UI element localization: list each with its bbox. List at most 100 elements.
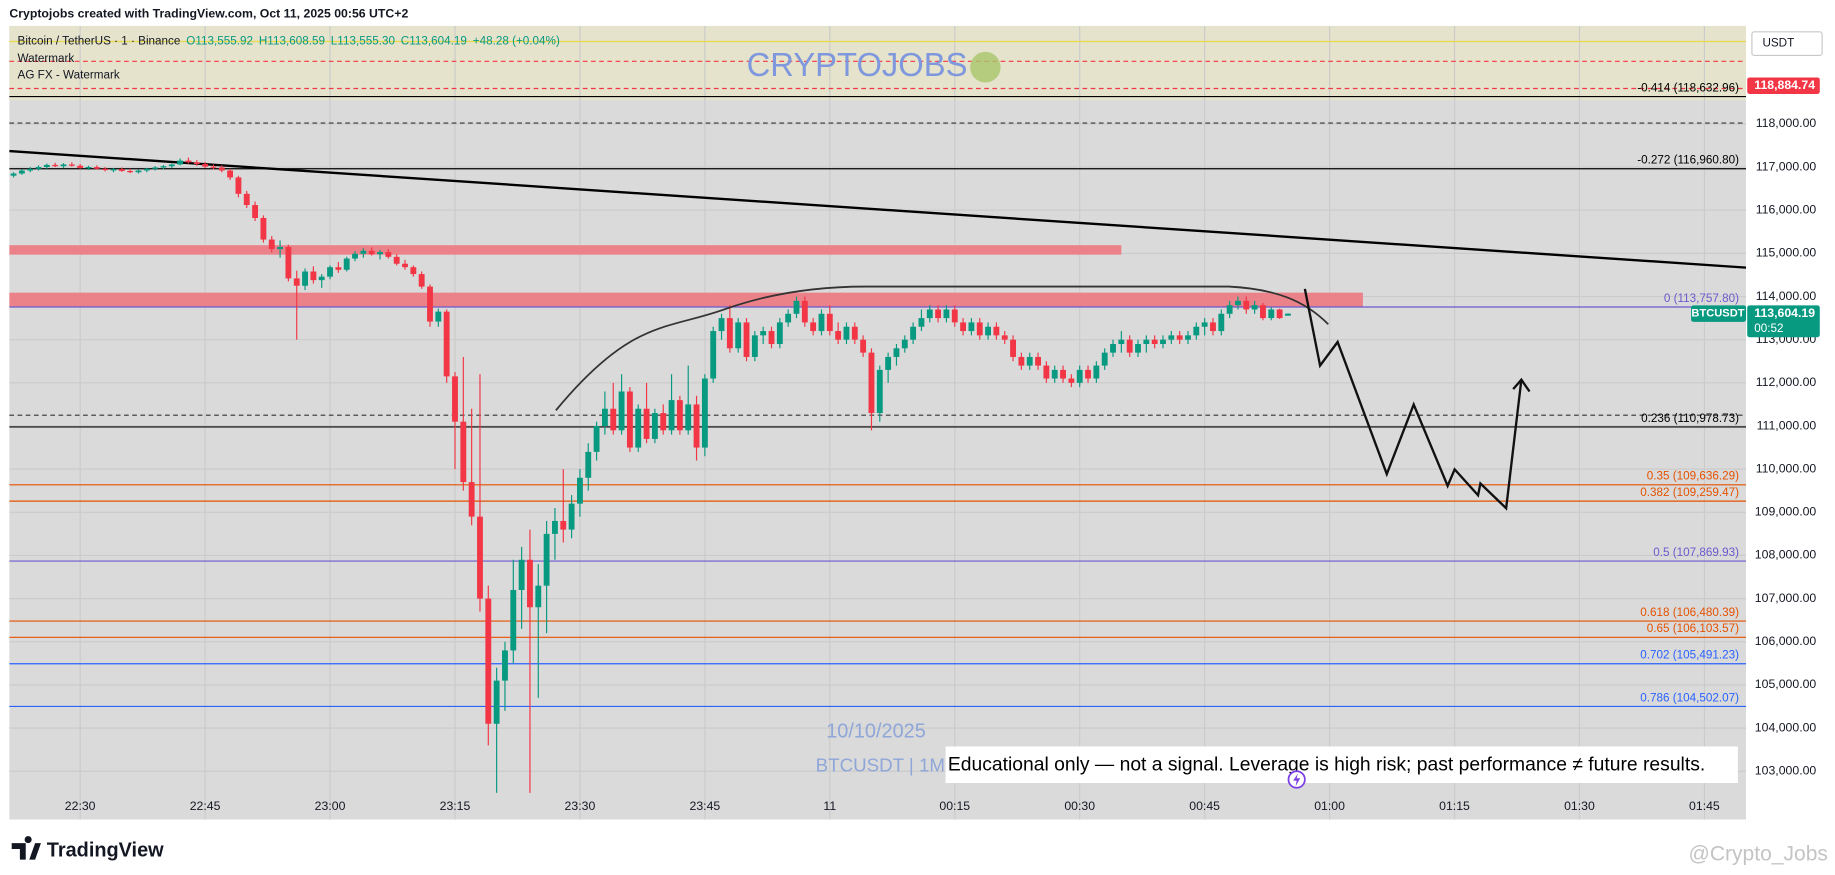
legend-item: L113,555.30	[331, 34, 396, 47]
footer-handle: @Crypto_Jobs	[1688, 842, 1828, 865]
candle-body	[302, 271, 308, 286]
y-tick-label: 107,000.00	[1755, 591, 1817, 605]
legend-indicator: AG FX - Watermark	[18, 69, 120, 82]
candle-body	[360, 250, 367, 254]
candle-body	[735, 322, 742, 349]
candle-body	[701, 378, 708, 448]
frog-icon	[970, 51, 1001, 83]
current-price-label: 113,604.19	[1754, 306, 1815, 320]
candle-body	[252, 205, 259, 218]
y-tick-label: 114,000.00	[1756, 289, 1817, 303]
candle-body	[393, 256, 400, 264]
candle-body	[1151, 339, 1158, 345]
candle-body	[268, 239, 275, 250]
candle-body	[235, 177, 242, 194]
x-tick-label: 01:00	[1314, 799, 1345, 813]
lightning-bolt	[1293, 773, 1301, 787]
candle-body	[585, 451, 592, 478]
candle-body	[27, 168, 34, 171]
x-tick-label: 22:45	[190, 799, 221, 813]
candle-body	[318, 276, 325, 281]
candle-body	[926, 309, 933, 319]
candle-body	[160, 166, 167, 168]
candle-body	[193, 162, 200, 165]
candle-body	[843, 326, 850, 340]
candle-body	[1143, 339, 1150, 345]
fib-level-label: -0.272 (116,960.80)	[1637, 154, 1739, 167]
candle-body	[43, 164, 50, 168]
candle-body	[385, 252, 392, 257]
candle-body	[1285, 313, 1291, 316]
fib-level-label: 0.786 (104,502.07)	[1640, 691, 1739, 704]
disclaimer-box	[945, 746, 1738, 784]
candle-body	[210, 166, 217, 168]
candle-body	[460, 421, 467, 483]
y-tick-label: 104,000.00	[1755, 720, 1817, 734]
candle-body	[477, 516, 483, 599]
candle-body	[1110, 344, 1116, 353]
candle-body	[1076, 369, 1083, 383]
candle-body	[860, 339, 867, 353]
candle-body	[810, 322, 817, 332]
candle-body	[901, 339, 908, 349]
x-tick-label: 23:00	[315, 799, 346, 813]
legend-item: H113,608.59	[259, 34, 325, 47]
candle-body	[85, 167, 92, 169]
resistance-zone	[9, 245, 1122, 255]
x-tick-label: 23:30	[565, 799, 596, 813]
candle-body	[1218, 313, 1225, 332]
candle-body	[643, 408, 650, 439]
candle-body	[660, 413, 667, 431]
candle-body	[593, 425, 600, 452]
y-tick-label: 105,000.00	[1755, 677, 1817, 691]
candle-body	[726, 318, 733, 349]
candle-body	[77, 165, 84, 168]
candle-body	[327, 267, 333, 277]
fib-level-label: 0.618 (106,480.39)	[1640, 606, 1739, 619]
y-tick-label: 109,000.00	[1755, 505, 1817, 519]
drawn-arc	[555, 285, 1329, 411]
candle-body	[1001, 335, 1008, 340]
candle-body	[693, 404, 700, 448]
header-credit: Cryptojobs created with TradingView.com,…	[9, 6, 408, 20]
candle-body	[943, 309, 950, 319]
y-tick-label: 117,000.00	[1756, 159, 1817, 173]
y-tick-label: 103,000.00	[1755, 763, 1817, 777]
candle-body	[410, 267, 417, 275]
candle-body	[52, 164, 59, 167]
candle-body	[418, 274, 425, 287]
candle-body	[527, 559, 533, 608]
candle-body	[1068, 378, 1075, 383]
brand-watermark: CRYPTOJOBS	[747, 46, 968, 83]
candle-body	[626, 391, 633, 448]
candle-body	[1185, 335, 1191, 340]
candle-body	[293, 278, 300, 286]
x-tick-label: 00:30	[1064, 799, 1095, 813]
candle-body	[135, 170, 142, 173]
x-tick-label: 11	[823, 799, 836, 813]
candle-body	[568, 503, 575, 530]
y-tick-label: 115,000.00	[1756, 246, 1817, 260]
candle-body	[285, 246, 292, 279]
alert-price-badge	[1747, 77, 1820, 94]
candle-body	[1118, 339, 1125, 345]
y-tick-label: 110,000.00	[1756, 461, 1817, 475]
disclaimer: Educational only — not a signal. Leverag…	[948, 753, 1705, 775]
legend-item: +48.28 (+0.04%)	[473, 34, 560, 47]
fib-level-label: 0.35 (109,636.29)	[1647, 470, 1739, 483]
candle-body	[835, 331, 842, 340]
candle-body	[543, 533, 550, 586]
candle-body	[335, 267, 342, 270]
candle-body	[310, 271, 317, 281]
current-price-badge	[1747, 305, 1820, 338]
currency-label: USDT	[1762, 37, 1794, 50]
candle-body	[885, 356, 892, 370]
candle-body	[68, 164, 75, 166]
candle-body	[1260, 305, 1266, 319]
candle-body	[368, 250, 375, 255]
x-tick-label: 23:45	[690, 799, 721, 813]
projection-zigzag	[1303, 288, 1531, 511]
highlight-band	[9, 25, 1747, 101]
fib-level-label: 0 (113,757.80)	[1664, 292, 1739, 305]
